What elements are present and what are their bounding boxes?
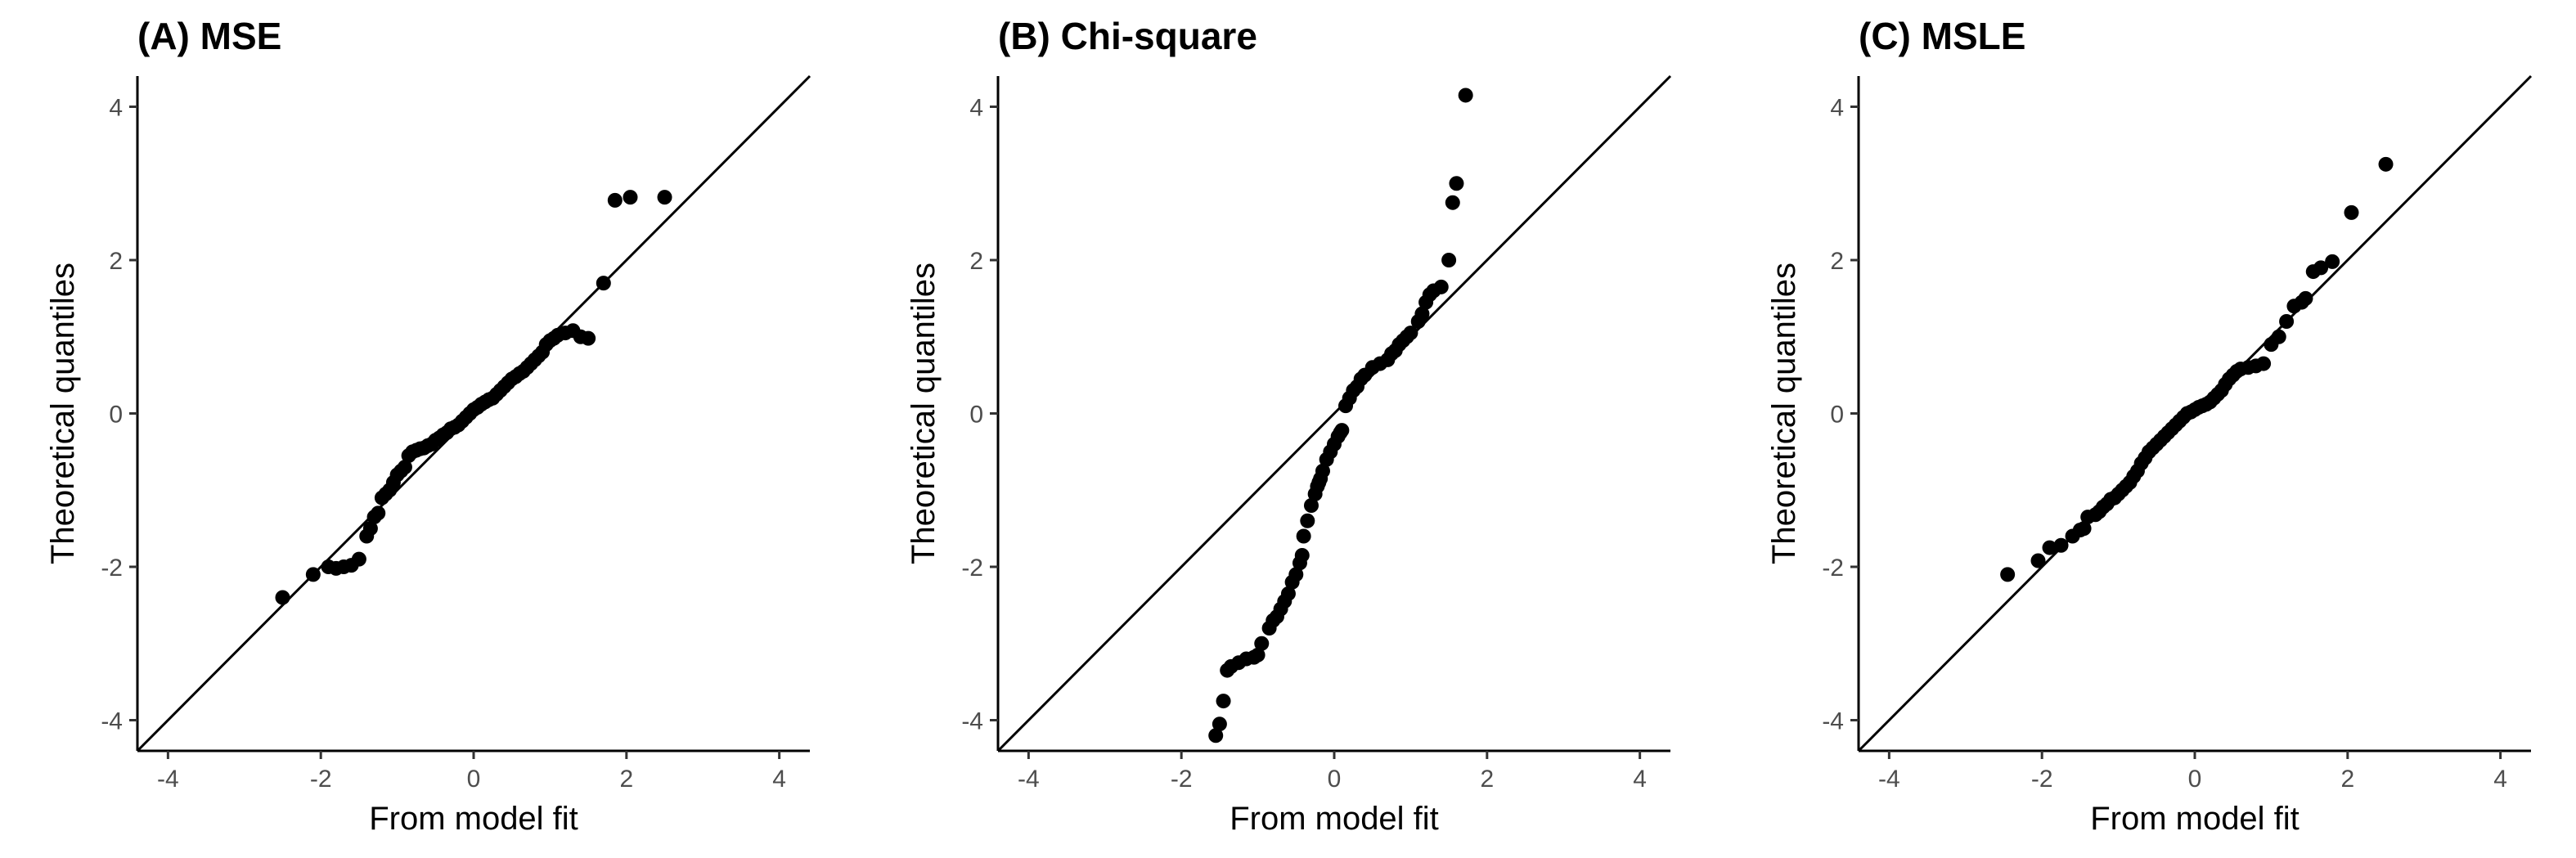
x-tick-label: 4 (1633, 766, 1647, 793)
y-tick-label: 2 (1830, 248, 1844, 275)
data-point (1294, 547, 1310, 563)
y-tick-label: -2 (101, 555, 123, 582)
y-tick-label: 2 (109, 248, 123, 275)
data-point (2378, 156, 2394, 172)
data-point (1254, 636, 1270, 651)
data-point (596, 276, 611, 291)
data-point (362, 521, 378, 537)
data-point (1441, 253, 1457, 267)
data-point (1433, 279, 1449, 294)
y-tick-label: -2 (961, 555, 983, 582)
data-point (2256, 356, 2272, 371)
panel-title: (A) MSE (137, 15, 281, 57)
data-point (2313, 260, 2329, 276)
data-point (1208, 728, 1224, 743)
data-point (1280, 586, 1296, 601)
reference-line (996, 74, 1672, 752)
data-point (2076, 521, 2092, 537)
x-tick-label: 0 (1328, 766, 1342, 793)
data-point (351, 551, 366, 567)
panel-title: (C) MSLE (1859, 15, 2025, 57)
x-tick-label: -4 (1878, 766, 1900, 793)
data-point (1296, 528, 1311, 544)
x-axis-title: From model fit (369, 801, 578, 837)
data-point (2325, 254, 2340, 269)
x-tick-label: 4 (772, 766, 786, 793)
data-point (275, 590, 290, 605)
data-point (2042, 540, 2057, 555)
x-tick-label: -4 (157, 766, 179, 793)
x-tick-label: 0 (467, 766, 481, 793)
x-axis-title: From model fit (1230, 801, 1439, 837)
y-tick-label: -2 (1822, 555, 1844, 582)
data-point (2030, 553, 2046, 568)
data-point (1212, 716, 1227, 732)
panel-b: (B) Chi-square -4 -2 0 2 4 -4 -2 0 2 4 From model f… (906, 15, 1672, 837)
data-point (397, 460, 412, 475)
x-tick-label: -2 (1171, 766, 1193, 793)
x-tick-label: 2 (2340, 766, 2354, 793)
y-tick-label: -4 (1822, 708, 1844, 735)
data-point (2053, 537, 2069, 553)
data-point (1414, 306, 1430, 321)
x-tick-label: -4 (1018, 766, 1040, 793)
data-point (2279, 314, 2295, 329)
data-point (1403, 326, 1418, 341)
data-point (1250, 647, 1266, 663)
data-point (2000, 567, 2016, 582)
y-tick-label: 0 (1830, 402, 1844, 429)
x-tick-label: -2 (310, 766, 332, 793)
x-axis-title: From model fit (2090, 801, 2300, 837)
data-point (1334, 423, 1350, 438)
panel-c: (C) MSLE -4 -2 0 2 4 -4 -2 0 2 4 From model fit Theo… (1766, 15, 2533, 837)
y-tick-label: 0 (969, 402, 983, 429)
x-tick-label: -2 (2031, 766, 2053, 793)
y-tick-label: -4 (961, 708, 983, 735)
data-point (1300, 513, 1315, 528)
panel-a: (A) MSE -4 -2 0 2 4 -4 -2 0 2 4 From model fit Theor… (45, 15, 811, 837)
panel-title: (B) Chi-square (998, 15, 1257, 57)
y-tick-label: 4 (1830, 95, 1844, 122)
y-axis-title: Theoretical quantiles (906, 263, 942, 564)
x-tick-label: 4 (2493, 766, 2507, 793)
x-tick-label: 0 (2188, 766, 2202, 793)
data-point (2271, 329, 2286, 344)
data-point (1216, 694, 1231, 709)
data-point (1288, 567, 1304, 582)
data-point (1449, 176, 1464, 191)
y-tick-label: 4 (969, 95, 983, 122)
data-point (607, 192, 623, 208)
y-tick-label: 2 (969, 248, 983, 275)
y-tick-label: -4 (101, 708, 123, 735)
data-point (2298, 290, 2313, 306)
data-point (371, 505, 386, 521)
data-point (1445, 195, 1460, 210)
y-tick-label: 4 (109, 95, 123, 122)
data-point (581, 330, 596, 346)
data-point (1315, 463, 1330, 478)
y-tick-label: 0 (109, 402, 123, 429)
data-point (1303, 498, 1319, 513)
data-point (657, 190, 672, 205)
data-point (2344, 204, 2359, 220)
data-point (1458, 88, 1473, 103)
x-tick-label: 2 (1480, 766, 1494, 793)
data-point (305, 567, 321, 582)
data-point (623, 190, 638, 205)
y-axis-title: Theoretical quantiles (45, 263, 81, 564)
y-axis-title: Theoretical quantiles (1766, 263, 1802, 564)
x-tick-label: 2 (619, 766, 633, 793)
